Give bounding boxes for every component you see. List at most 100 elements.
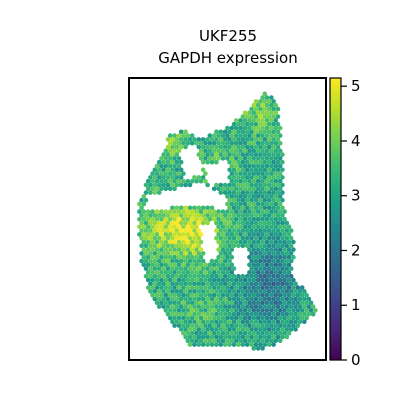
expression-spot <box>280 235 285 241</box>
expression-spot <box>165 228 171 233</box>
expression-spot <box>225 247 230 252</box>
expression-spot <box>145 216 151 222</box>
expression-spot <box>211 338 217 344</box>
expression-spot <box>156 182 162 188</box>
expression-spot <box>145 186 151 192</box>
expression-spot <box>253 167 259 173</box>
expression-spot <box>187 304 193 309</box>
expression-spot <box>242 163 248 169</box>
expression-spot <box>280 296 285 302</box>
expression-spot <box>205 205 210 211</box>
expression-spot <box>231 220 237 226</box>
expression-spot <box>139 205 144 211</box>
expression-spot <box>181 285 186 290</box>
expression-spot <box>194 315 199 321</box>
expression-spot <box>260 270 265 275</box>
expression-spot <box>156 304 162 309</box>
expression-spot <box>159 216 164 222</box>
spot-layer <box>137 91 318 351</box>
expression-spot <box>258 334 263 340</box>
expression-spot <box>264 254 270 260</box>
expression-spot <box>269 247 274 252</box>
expression-spot <box>253 213 259 218</box>
expression-spot <box>216 270 221 275</box>
expression-spot <box>159 156 164 161</box>
expression-spot <box>264 140 270 146</box>
expression-spot <box>264 292 270 298</box>
expression-spot <box>238 156 243 161</box>
expression-spot <box>286 254 292 260</box>
expression-spot <box>297 304 303 309</box>
expression-spot <box>194 140 199 146</box>
expression-spot <box>145 277 151 283</box>
expression-spot <box>255 308 261 313</box>
expression-spot <box>242 232 248 237</box>
expression-spot <box>203 216 208 222</box>
expression-spot <box>216 224 221 230</box>
expression-spot <box>262 243 268 249</box>
expression-spot <box>172 262 177 268</box>
expression-spot <box>271 319 276 325</box>
expression-spot <box>185 140 191 146</box>
expression-spot <box>255 330 261 336</box>
expression-spot <box>251 338 257 344</box>
expression-spot <box>242 338 248 344</box>
expression-spot <box>262 106 268 112</box>
expression-spot <box>196 258 202 264</box>
expression-spot <box>174 289 180 294</box>
expression-spot <box>225 216 230 222</box>
expression-spot <box>225 315 230 321</box>
expression-spot <box>249 304 254 309</box>
expression-spot <box>220 232 226 237</box>
expression-spot <box>258 99 263 104</box>
expression-spot <box>299 300 305 306</box>
expression-spot <box>277 247 283 252</box>
expression-spot <box>225 125 230 131</box>
expression-spot <box>288 289 294 294</box>
expression-spot <box>178 266 184 271</box>
expression-spot <box>222 258 228 264</box>
expression-spot <box>161 228 166 233</box>
expression-spot <box>280 243 285 249</box>
expression-spot <box>167 224 173 230</box>
expression-spot <box>194 262 199 268</box>
expression-spot <box>159 285 164 290</box>
expression-spot <box>196 228 202 233</box>
expression-spot <box>255 315 261 321</box>
expression-spot <box>167 178 173 184</box>
expression-spot <box>262 182 268 188</box>
expression-spot <box>266 175 272 180</box>
expression-spot <box>170 266 175 271</box>
expression-spot <box>174 144 180 150</box>
expression-spot <box>156 289 162 294</box>
expression-spot <box>255 323 261 328</box>
expression-spot <box>240 228 246 233</box>
expression-spot <box>269 308 274 313</box>
expression-spot <box>229 300 235 306</box>
expression-spot <box>288 235 294 241</box>
expression-spot <box>240 220 246 226</box>
expression-spot <box>244 296 250 302</box>
expression-spot <box>163 308 169 313</box>
expression-spot <box>262 114 268 119</box>
expression-spot <box>216 277 221 283</box>
expression-spot <box>284 266 290 271</box>
expression-spot <box>154 178 160 184</box>
expression-spot <box>214 342 219 347</box>
expression-spot <box>242 194 248 199</box>
expression-spot <box>176 232 182 237</box>
expression-spot <box>242 315 248 321</box>
expression-spot <box>308 308 314 313</box>
expression-spot <box>163 163 169 169</box>
expression-spot <box>148 228 153 233</box>
expression-spot <box>286 247 292 252</box>
expression-spot <box>165 289 171 294</box>
expression-spot <box>238 224 243 230</box>
expression-spot <box>209 342 215 347</box>
plot-frame <box>128 77 327 361</box>
expression-spot <box>167 315 173 321</box>
expression-spot <box>163 156 169 161</box>
expression-spot <box>156 228 162 233</box>
expression-spot <box>178 144 184 150</box>
expression-spot <box>238 300 243 306</box>
